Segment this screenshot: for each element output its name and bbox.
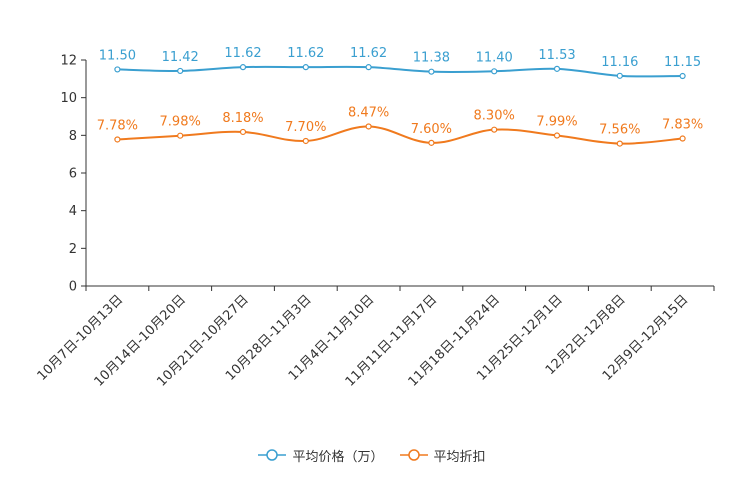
data-label-1: 7.83%: [662, 118, 703, 133]
y-tick-label: 4: [69, 204, 77, 219]
legend-marker-discount-icon: [399, 449, 428, 461]
data-label-1: 7.78%: [97, 118, 138, 133]
data-label-0: 11.53: [538, 48, 575, 63]
legend-item-discount[interactable]: 平均折扣: [399, 446, 486, 465]
data-point-0[interactable]: [428, 68, 435, 75]
data-point-1[interactable]: [365, 123, 372, 130]
series-line-1: [117, 125, 683, 145]
chart-legend: 平均价格（万） 平均折扣: [0, 444, 744, 466]
data-label-0: 11.62: [350, 46, 387, 61]
data-point-1[interactable]: [302, 137, 309, 145]
data-point-1[interactable]: [679, 135, 686, 142]
data-label-1: 7.56%: [599, 123, 640, 138]
legend-label-discount: 平均折扣: [433, 449, 486, 465]
data-label-0: 11.62: [287, 46, 324, 61]
data-label-1: 7.99%: [536, 115, 577, 130]
data-point-0[interactable]: [491, 68, 498, 75]
data-point-0[interactable]: [616, 72, 623, 79]
data-point-0[interactable]: [239, 64, 247, 71]
data-label-0: 11.38: [413, 51, 450, 66]
legend-marker-price-icon: [258, 449, 287, 461]
x-axis-labels: 10月7日-10月13日10月14日-10月20日10月21日-10月27日10…: [35, 292, 692, 389]
data-point-0[interactable]: [679, 72, 686, 80]
data-point-1[interactable]: [114, 136, 121, 143]
data-label-1: 8.18%: [222, 111, 263, 126]
y-tick-label: 2: [69, 242, 77, 257]
data-point-1[interactable]: [428, 139, 435, 146]
y-tick-label: 10: [60, 91, 77, 106]
data-point-0[interactable]: [177, 67, 184, 75]
data-label-1: 7.70%: [285, 120, 326, 135]
data-point-1[interactable]: [177, 132, 184, 139]
data-label-0: 11.16: [601, 55, 638, 70]
data-label-1: 8.47%: [348, 105, 389, 120]
legend-item-price[interactable]: 平均价格（万）: [258, 446, 384, 465]
data-point-0[interactable]: [553, 65, 561, 72]
data-point-0[interactable]: [365, 64, 372, 71]
series-line-0: [117, 65, 683, 78]
data-point-0[interactable]: [114, 66, 121, 73]
data-label-0: 11.50: [99, 48, 136, 63]
data-point-1[interactable]: [616, 140, 623, 147]
data-label-1: 8.30%: [474, 109, 515, 124]
data-label-1: 7.98%: [160, 115, 201, 130]
chart-axes: 0 2 4 6 8 10 12: [60, 54, 715, 295]
data-point-1[interactable]: [553, 132, 561, 139]
data-label-0: 11.40: [476, 50, 513, 65]
y-tick-label: 0: [69, 280, 77, 295]
chart-series: 11.50 11.42 11.62 11.62 11.62 11.38 11.40 11.53…: [97, 46, 703, 147]
y-tick-label: 8: [69, 129, 77, 144]
data-point-1[interactable]: [491, 126, 498, 133]
data-label-0: 11.15: [664, 55, 701, 70]
y-tick-label: 12: [60, 54, 77, 69]
data-point-1[interactable]: [239, 128, 247, 136]
data-label-0: 11.42: [162, 50, 199, 65]
data-label-1: 7.60%: [411, 122, 452, 137]
y-tick-label: 6: [69, 167, 77, 182]
data-point-0[interactable]: [302, 64, 309, 71]
legend-label-price: 平均价格（万）: [292, 449, 384, 465]
data-label-0: 11.62: [224, 46, 261, 61]
